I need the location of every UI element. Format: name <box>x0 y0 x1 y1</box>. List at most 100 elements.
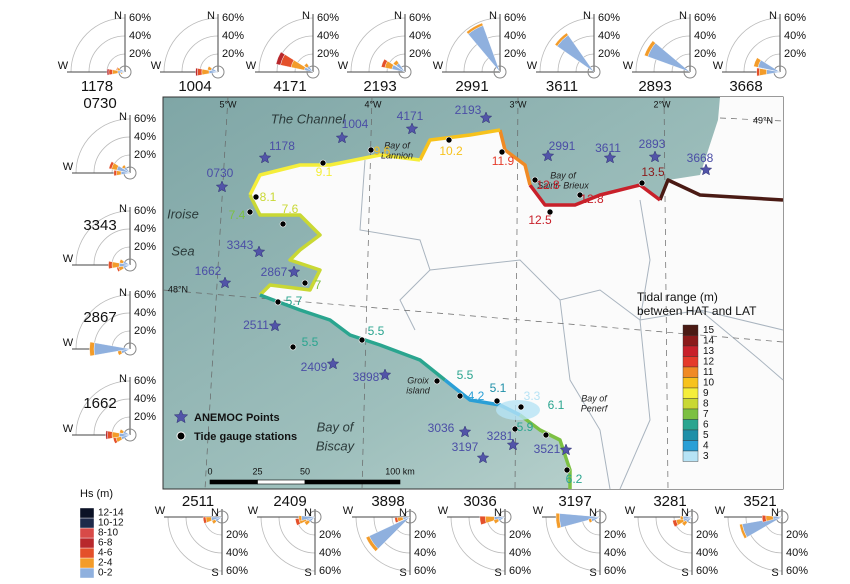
rose-petal-segment <box>466 22 484 35</box>
rose-tick-label: 40% <box>504 30 526 42</box>
calm-circle <box>398 65 412 79</box>
wind-rose: 20% 40% 60% W N 3668 <box>713 10 806 95</box>
compass-label: W <box>715 505 726 517</box>
rose-petal-segment <box>117 350 123 356</box>
rose-tick-label: 60% <box>694 12 716 24</box>
compass-label: W <box>438 505 449 517</box>
compass-label: N <box>679 10 687 22</box>
tide-gauge-label: 3.3 <box>524 389 541 403</box>
scale-label: 25 <box>252 466 262 476</box>
compass-label: N <box>211 507 219 519</box>
anemoc-label: 4171 <box>397 109 424 123</box>
rose-ring <box>386 53 406 73</box>
colorbar-label: 11 <box>703 367 714 378</box>
tide-gauge-label: 10.2 <box>439 144 463 158</box>
rose-id: 2893 <box>638 78 671 95</box>
rose-petal-segment <box>368 516 411 550</box>
scale-label: 50 <box>300 466 310 476</box>
colorbar-label: 9 <box>703 388 709 399</box>
rose-ring <box>88 35 126 73</box>
rose-petal-segment <box>681 520 688 527</box>
rose-tick-label: 40% <box>226 547 248 559</box>
rose-ring <box>93 228 131 266</box>
hs-swatch <box>79 517 95 529</box>
place-name: Iroise <box>167 206 199 221</box>
rose-tick-label: 20% <box>134 411 156 423</box>
colorbar-cell <box>682 429 699 441</box>
rose-ring <box>185 516 223 554</box>
rose-ring <box>450 516 506 572</box>
compass-label: W <box>623 60 634 72</box>
rose-petal-segment <box>555 512 562 529</box>
wind-rose: 20% 40% 60% W N S 2511 <box>155 493 248 579</box>
rose-tick-label: 40% <box>134 131 156 143</box>
colorbar-cell <box>682 408 699 420</box>
rose-ring <box>75 118 131 174</box>
tide-gauge-label: 5.5 <box>368 324 385 338</box>
rose-id: 2193 <box>363 78 396 95</box>
tide-gauge <box>511 425 519 433</box>
rose-tick-label: 40% <box>134 307 156 319</box>
coastline <box>248 153 421 196</box>
rose-tick-label: 20% <box>226 529 248 541</box>
calm-circle <box>403 510 417 524</box>
place-name-small: Bay of <box>550 170 577 180</box>
rose-tick-label: 40% <box>604 547 626 559</box>
shoal <box>496 400 540 420</box>
wind-rose: 20% 40% 60% W N 2991 <box>433 10 526 95</box>
anemoc-point <box>506 438 520 451</box>
tide-gauge-label: 12.5 <box>528 213 552 227</box>
hs-label: 0-2 <box>98 568 113 579</box>
rose-tick-label: 60% <box>604 565 626 577</box>
scale-label: 100 km <box>385 466 415 476</box>
rose-petal-segment <box>108 161 115 170</box>
rose-tick-label: 60% <box>414 565 436 577</box>
place-name-small: Bay of <box>384 140 411 150</box>
anemoc-point <box>648 150 662 163</box>
tide-gauge-label: 4.2 <box>468 389 485 403</box>
rose-id: 2991 <box>455 78 488 95</box>
colorbar-label: 8 <box>703 398 709 409</box>
anemoc-label: 3197 <box>452 440 479 454</box>
wind-rose: 20% 40% 60% W N 3611 <box>527 10 620 95</box>
hs-swatch <box>79 557 95 569</box>
anemoc-label: 1178 <box>269 139 295 153</box>
compass-label: N <box>589 507 597 519</box>
rose-ring <box>93 398 131 436</box>
tide-gauge-label: 9.1 <box>316 165 333 179</box>
compass-label: W <box>343 505 354 517</box>
rose-id: 1004 <box>178 78 211 95</box>
anemoc-point <box>603 151 617 164</box>
tide-gauge <box>289 343 297 351</box>
anemoc-label: 2511 <box>243 318 269 332</box>
anemoc-point <box>559 443 573 456</box>
rose-petal-segment <box>753 57 762 68</box>
rose-tick-label: 40% <box>134 393 156 405</box>
rose-tick-label: 40% <box>409 30 431 42</box>
colorbar-label: 5 <box>703 430 709 441</box>
rose-tick-label: 20% <box>786 529 808 541</box>
rose-tick-label: 20% <box>509 529 531 541</box>
wind-rose: 20% 40% 60% W N 1178 <box>58 10 151 95</box>
colorbar-label: 3 <box>703 451 709 462</box>
tide-gauge <box>319 159 327 167</box>
tide-gauge-label: 11.9 <box>492 154 515 168</box>
rose-id: 3343 <box>83 217 116 234</box>
rose-petal-segment <box>89 341 95 357</box>
scale-segment <box>209 479 258 485</box>
rose-petal-segment <box>644 40 656 57</box>
rose-petal-segment <box>680 515 684 521</box>
anemoc-label: 2867 <box>261 265 288 279</box>
place-name: Sea <box>171 243 194 258</box>
rose-id: 0730 <box>83 95 116 112</box>
compass-label: N <box>769 10 777 22</box>
scale-label: 0 <box>207 466 212 476</box>
coastline <box>498 129 532 186</box>
rose-petal-segment <box>554 32 569 47</box>
tide-gauge-label: 7.6 <box>282 202 299 216</box>
rose-ring <box>276 35 314 73</box>
rose-tick-label: 60% <box>696 565 718 577</box>
compass-label: S <box>589 567 596 579</box>
